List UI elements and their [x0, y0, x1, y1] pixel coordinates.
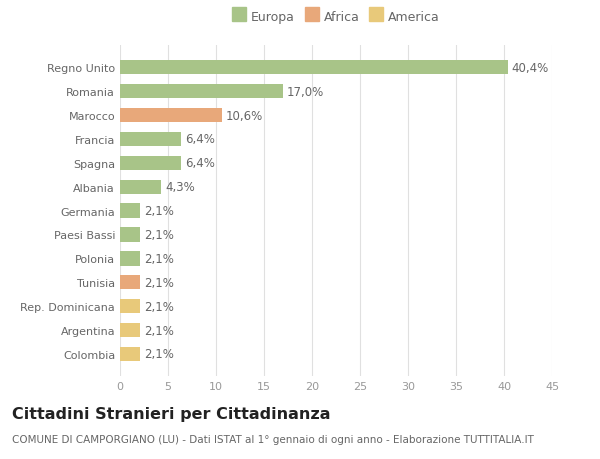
Legend: Europa, Africa, America: Europa, Africa, America	[230, 8, 442, 27]
Bar	[120, 299, 140, 313]
Bar	[120, 85, 283, 99]
Text: 6,4%: 6,4%	[185, 157, 215, 170]
Text: 2,1%: 2,1%	[144, 229, 174, 241]
Bar	[120, 275, 140, 290]
Text: 2,1%: 2,1%	[144, 348, 174, 361]
Text: Cittadini Stranieri per Cittadinanza: Cittadini Stranieri per Cittadinanza	[12, 406, 331, 421]
Text: 2,1%: 2,1%	[144, 276, 174, 289]
Bar	[120, 204, 140, 218]
Text: 2,1%: 2,1%	[144, 300, 174, 313]
Text: COMUNE DI CAMPORGIANO (LU) - Dati ISTAT al 1° gennaio di ogni anno - Elaborazion: COMUNE DI CAMPORGIANO (LU) - Dati ISTAT …	[12, 434, 534, 444]
Bar	[120, 133, 181, 147]
Bar	[120, 228, 140, 242]
Bar	[120, 61, 508, 75]
Text: 4,3%: 4,3%	[165, 181, 195, 194]
Bar	[120, 252, 140, 266]
Bar	[120, 180, 161, 195]
Text: 2,1%: 2,1%	[144, 205, 174, 218]
Text: 6,4%: 6,4%	[185, 133, 215, 146]
Bar	[120, 323, 140, 337]
Text: 2,1%: 2,1%	[144, 324, 174, 337]
Bar	[120, 347, 140, 361]
Text: 17,0%: 17,0%	[287, 85, 324, 98]
Text: 40,4%: 40,4%	[512, 62, 549, 74]
Bar	[120, 157, 181, 171]
Text: 10,6%: 10,6%	[226, 109, 263, 122]
Bar	[120, 109, 222, 123]
Text: 2,1%: 2,1%	[144, 252, 174, 265]
